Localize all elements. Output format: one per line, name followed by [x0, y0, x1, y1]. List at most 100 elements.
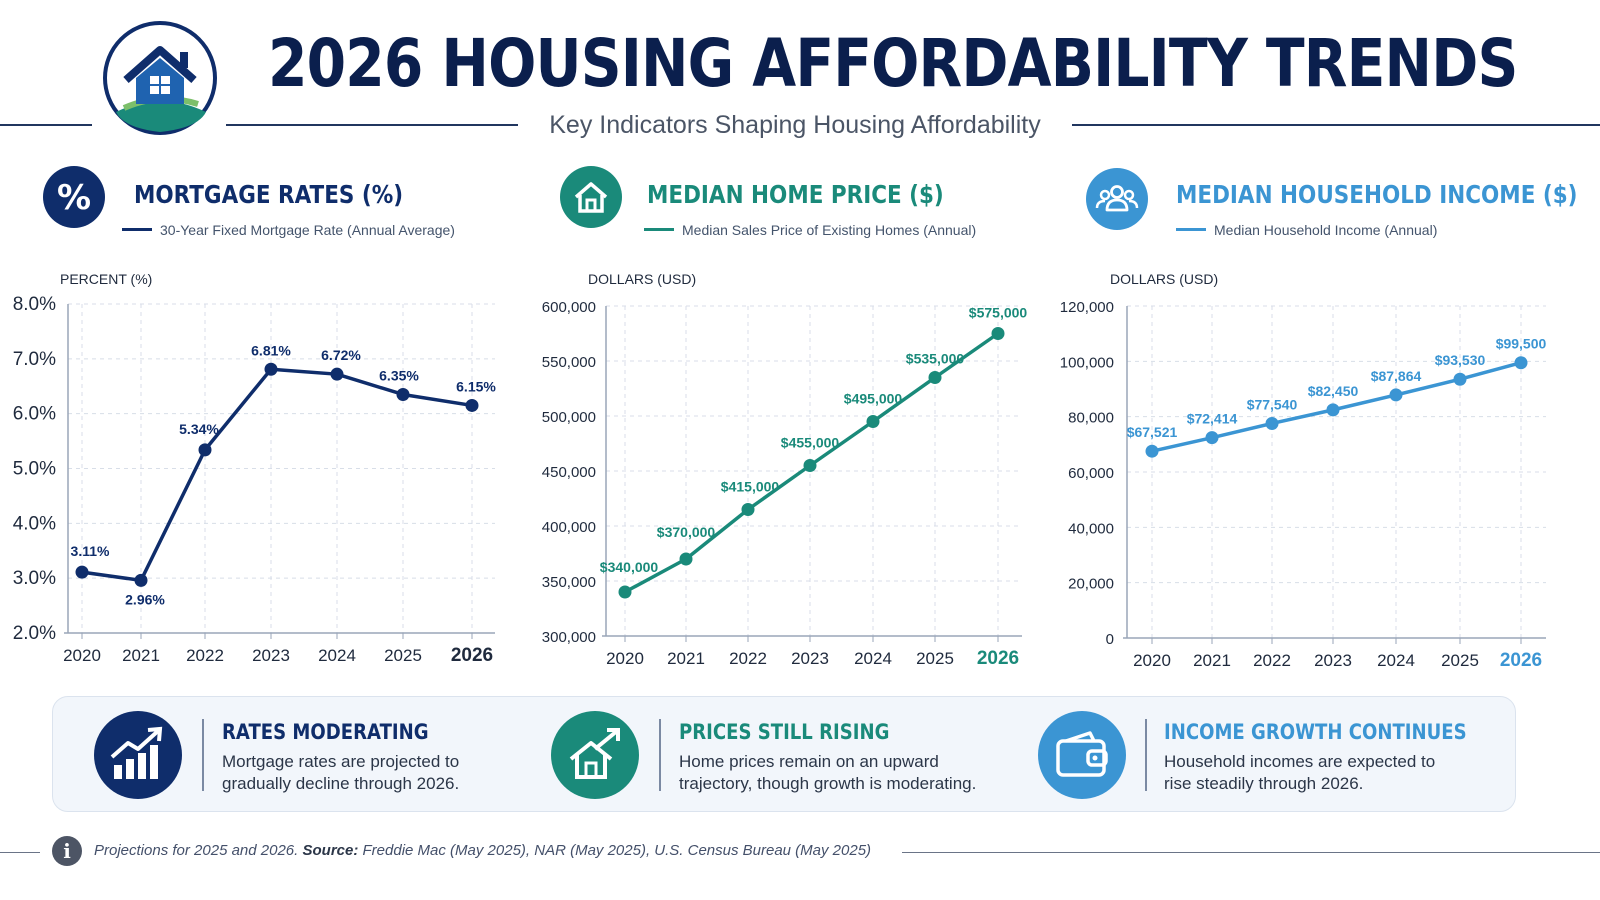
home-price-data-point [928, 371, 942, 384]
income-data-point [1326, 403, 1340, 417]
insight-divider [202, 719, 204, 791]
home-price-data-label: $455,000 [781, 435, 840, 451]
income-data-point [1514, 356, 1528, 370]
home-price-x-tick-label: 2024 [854, 649, 892, 668]
insight-divider [659, 719, 661, 791]
home-price-data-point [741, 503, 755, 516]
home-price-data-point [803, 459, 817, 472]
house-logo-icon [102, 20, 218, 136]
home-price-y-tick-label: 400,000 [542, 519, 596, 536]
income-y-axis-label: DOLLARS (USD) [1110, 271, 1218, 287]
rising-bar-chart-icon [94, 711, 182, 799]
mortgage-y-tick-label: 5.0% [13, 459, 56, 480]
income-data-point [1453, 372, 1467, 386]
home-price-data-label: $575,000 [969, 305, 1028, 321]
mortgage-data-label: 6.35% [379, 367, 419, 383]
mortgage-x-tick-label: 2026 [451, 645, 493, 666]
income-panel-title: MEDIAN HOUSEHOLD INCOME ($) [1176, 180, 1578, 209]
mortgage-data-label: 6.15% [456, 378, 496, 394]
income-y-tick-label: 120,000 [1060, 299, 1114, 316]
home-price-data-label: $415,000 [721, 479, 780, 495]
home-price-data-label: $370,000 [657, 524, 716, 540]
home-price-y-tick-label: 300,000 [542, 629, 596, 646]
home-price-y-tick-label: 450,000 [542, 464, 596, 481]
home-price-x-tick-label: 2022 [729, 649, 767, 668]
wallet-icon [1038, 711, 1126, 799]
income-x-tick-label: 2026 [1500, 650, 1542, 671]
home-price-data-point [679, 552, 693, 566]
income-x-tick-label: 2023 [1314, 651, 1352, 670]
home-price-x-tick-label: 2020 [606, 649, 644, 668]
income-x-tick-label: 2024 [1377, 651, 1415, 670]
mortgage-chart: PERCENT (%)8.0% 7.0% 6.0% 5.0% 4.0% 3.0% 2.0% 2… [13, 271, 497, 666]
home-price-legend-label: Median Sales Price of Existing Homes (An… [682, 222, 977, 238]
insight-title-prices: PRICES STILL RISING [679, 720, 890, 744]
house-icon [560, 166, 622, 228]
home-price-y-tick-label: 500,000 [542, 409, 596, 426]
income-legend-label: Median Household Income (Annual) [1214, 222, 1438, 238]
home-price-y-axis-label: DOLLARS (USD) [588, 271, 696, 287]
mortgage-data-point [75, 565, 89, 579]
income-data-label: $99,500 [1496, 336, 1547, 352]
income-legend: Median Household Income (Annual) [1176, 221, 1437, 239]
income-y-tick-label: 60,000 [1068, 465, 1114, 482]
income-data-label: $82,450 [1308, 383, 1359, 399]
home-price-x-tick-label: 2021 [667, 649, 705, 668]
mortgage-y-tick-label: 6.0% [13, 404, 56, 425]
page-subtitle: Key Indicators Shaping Housing Affordabi… [549, 111, 1041, 139]
mortgage-y-tick-label: 7.0% [13, 349, 56, 370]
mortgage-data-label: 6.72% [321, 347, 361, 363]
income-data-label: $77,540 [1247, 396, 1298, 412]
income-y-tick-label: 100,000 [1060, 354, 1114, 371]
svg-text:%: % [57, 178, 91, 218]
income-chart: DOLLARS (USD) 120,000 100,000 80,000 60,000 4… [1060, 271, 1547, 671]
home-price-data-point [866, 415, 880, 428]
mortgage-data-point [396, 387, 410, 401]
home-price-data-point [618, 585, 632, 599]
mortgage-data-point [264, 362, 278, 376]
mortgage-x-tick-label: 2024 [318, 646, 356, 665]
mortgage-data-point [330, 367, 344, 381]
home-price-data-label: $535,000 [906, 351, 965, 367]
insight-title-income: INCOME GROWTH CONTINUES [1164, 720, 1467, 744]
mortgage-legend-swatch [122, 227, 152, 231]
home-price-legend-swatch [644, 227, 674, 231]
charts-canvas: PERCENT (%)8.0% 7.0% 6.0% 5.0% 4.0% 3.0% 2.0% 2… [13, 271, 1547, 671]
mortgage-data-point [198, 443, 212, 457]
header-divider-left [0, 124, 92, 126]
insight-text-rates: Mortgage rates are projected to graduall… [222, 752, 460, 793]
income-data-point [1265, 416, 1279, 430]
income-data-label: $87,864 [1371, 368, 1422, 384]
mortgage-y-tick-label: 2.0% [13, 623, 56, 644]
income-data-point [1145, 444, 1159, 458]
mortgage-x-tick-label: 2020 [63, 646, 101, 665]
mortgage-panel-title: MORTGAGE RATES (%) [134, 180, 404, 209]
insight-divider [1145, 719, 1147, 791]
header-divider-right [1072, 124, 1600, 126]
income-data-label: $67,521 [1127, 424, 1178, 440]
home-price-panel-title: MEDIAN HOME PRICE ($) [647, 180, 944, 209]
home-price-x-tick-label: 2026 [977, 648, 1019, 669]
home-price-y-tick-label: 550,000 [542, 354, 596, 371]
info-icon: i [52, 836, 82, 866]
insights-panel: RATES MODERATING Mortgage rates are proj… [52, 696, 1516, 812]
home-price-x-tick-label: 2025 [916, 649, 954, 668]
income-data-point [1389, 388, 1403, 402]
insight-text-income: Household incomes are expected to rise s… [1164, 752, 1436, 793]
mortgage-legend-label: 30-Year Fixed Mortgage Rate (Annual Aver… [160, 222, 455, 238]
home-price-data-label: $495,000 [844, 391, 903, 407]
mortgage-data-label: 6.81% [251, 342, 291, 358]
percent-icon: % [43, 166, 105, 228]
mortgage-y-axis-label: PERCENT (%) [60, 271, 152, 287]
mortgage-data-point [465, 398, 479, 412]
income-data-label: $72,414 [1187, 411, 1238, 427]
income-x-tick-label: 2025 [1441, 651, 1479, 670]
insight-title-rates: RATES MODERATING [222, 720, 429, 744]
mortgage-x-tick-label: 2022 [186, 646, 224, 665]
footer-note: Projections for 2025 and 2026. Source: F… [94, 841, 871, 861]
mortgage-y-tick-label: 3.0% [13, 568, 56, 589]
income-x-tick-label: 2021 [1193, 651, 1231, 670]
home-price-legend: Median Sales Price of Existing Homes (An… [644, 221, 976, 239]
income-x-tick-label: 2022 [1253, 651, 1291, 670]
home-price-data-label: $340,000 [600, 559, 659, 575]
